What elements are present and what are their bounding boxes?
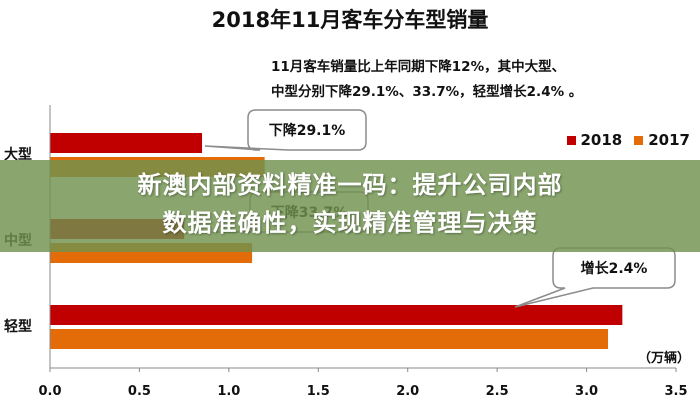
callout-0: 下降29.1% — [204, 109, 367, 151]
callout-text-2: 增长2.4% — [581, 260, 648, 277]
callout-text-0: 下降29.1% — [269, 122, 346, 139]
x-tick-label-2: 1.0 — [217, 384, 240, 399]
banner-line-2: 数据准确性，实现精准管理与决策 — [162, 209, 538, 237]
x-tick-label-7: 3.5 — [664, 384, 687, 399]
chart-subtitle: 11月客车销量比上年同期下降12%，其中大型、 中型分别下降29.1%、33.7… — [271, 55, 691, 105]
x-tick-label-4: 2.0 — [396, 384, 419, 399]
chart-legend: 2018 2017 — [561, 131, 690, 149]
category-label-2: 轻型 — [4, 318, 32, 335]
bar-2018-2 — [50, 305, 623, 325]
x-tick-label-5: 2.5 — [486, 384, 509, 399]
legend-label-2017: 2017 — [648, 131, 690, 149]
subtitle-line-2: 中型分别下降29.1%、33.7%，轻型增长2.4% 。 — [271, 84, 583, 100]
overlay-banner: 新澳内部资料精准一码：提升公司内部 数据准确性，实现精准管理与决策 — [0, 160, 700, 252]
bar-2017-2 — [50, 329, 609, 349]
legend-item-2018: 2018 — [566, 131, 623, 149]
chart-title: 2018年11月客车分车型销量 — [211, 8, 489, 32]
bar-2018-0 — [50, 133, 203, 153]
x-tick-label-6: 3.0 — [575, 384, 598, 399]
banner-line-1: 新澳内部资料精准一码：提升公司内部 — [137, 171, 563, 199]
x-tick-label-0: 0.0 — [38, 384, 61, 399]
callout-2: 增长2.4% — [514, 247, 676, 308]
subtitle-line-1: 11月客车销量比上年同期下降12%，其中大型、 — [271, 59, 566, 75]
legend-label-2018: 2018 — [580, 131, 623, 149]
callout-bubble-2 — [514, 247, 676, 308]
category-label-0: 大型 — [4, 146, 32, 163]
legend-swatch-2017 — [634, 135, 644, 145]
legend-swatch-2018 — [566, 135, 576, 145]
callout-bubble-0 — [204, 109, 367, 151]
legend-item-2017: 2017 — [634, 131, 690, 149]
x-tick-label-3: 1.5 — [307, 384, 330, 399]
x-tick-label-1: 0.5 — [128, 384, 151, 399]
unit-label: （万辆） — [637, 351, 690, 366]
